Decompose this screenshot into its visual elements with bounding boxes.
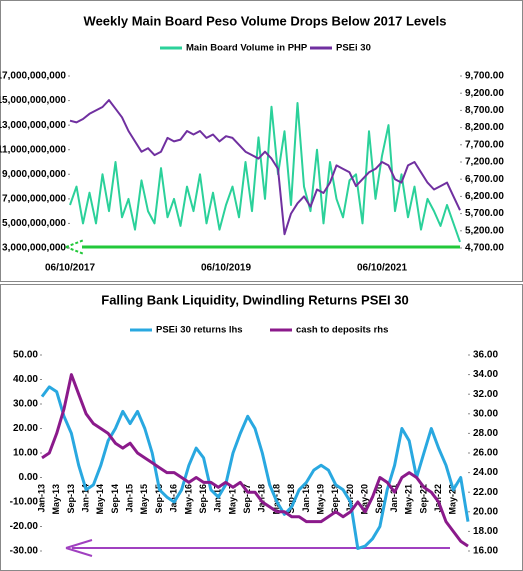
x-tick-label: May-21 bbox=[404, 484, 414, 515]
y2-tick-label: 24.00 bbox=[473, 467, 498, 478]
x-tick-label: Jan-15 bbox=[125, 484, 135, 513]
x-tick-label: 06/10/2019 bbox=[201, 263, 251, 274]
series-line bbox=[69, 99, 461, 236]
x-tick-label: 06/10/2021 bbox=[357, 263, 407, 274]
y-tick-label: 9,000,000,000 bbox=[2, 169, 66, 180]
arrow-head bbox=[65, 539, 93, 557]
x-tick-label: Sep-20 bbox=[374, 484, 384, 514]
x-tick-label: Sep-16 bbox=[198, 484, 208, 514]
y-tick-label: -10.00 bbox=[10, 497, 39, 508]
panel-border bbox=[0, 284, 523, 571]
x-tick-label: Jan-21 bbox=[389, 484, 399, 513]
x-tick-label: Sep-19 bbox=[330, 484, 340, 514]
y2-tick-label: 34.00 bbox=[473, 369, 498, 380]
legend-label: PSEi 30 bbox=[336, 43, 371, 54]
y-tick-label: 13,000,000,000 bbox=[0, 120, 66, 131]
y-tick-label: 40.00 bbox=[13, 374, 38, 385]
y2-tick-label: 5,200.00 bbox=[465, 225, 504, 236]
y2-tick-label: 30.00 bbox=[473, 408, 498, 419]
x-tick-label: May-17 bbox=[227, 484, 237, 515]
legend-label: Main Board Volume in PHP bbox=[186, 43, 308, 54]
y-tick-label: 0.00 bbox=[19, 472, 39, 483]
y-tick-label: 11,000,000,000 bbox=[0, 144, 66, 155]
y-tick-label: -20.00 bbox=[10, 521, 39, 532]
y2-tick-label: 8,700.00 bbox=[465, 105, 504, 116]
x-tick-label: Jan-18 bbox=[257, 484, 267, 513]
x-tick-label: Jan-16 bbox=[169, 484, 179, 513]
x-tick-label: Sep-17 bbox=[242, 484, 252, 514]
y-tick-label: -30.00 bbox=[10, 546, 39, 557]
y2-tick-label: 9,700.00 bbox=[465, 71, 504, 82]
y-tick-label: 3,000,000,000 bbox=[2, 243, 66, 254]
y2-tick-label: 6,700.00 bbox=[465, 174, 504, 185]
y-tick-label: 15,000,000,000 bbox=[0, 95, 66, 106]
x-tick-label: Sep-14 bbox=[110, 484, 120, 514]
y2-tick-label: 26.00 bbox=[473, 448, 498, 459]
x-tick-label: 06/10/2017 bbox=[45, 263, 95, 274]
x-tick-label: Jan-13 bbox=[36, 484, 46, 513]
y2-tick-label: 20.00 bbox=[473, 506, 498, 517]
y2-tick-label: 16.00 bbox=[473, 546, 498, 557]
y2-tick-label: 7,200.00 bbox=[465, 157, 504, 168]
x-tick-label: Jan-14 bbox=[80, 484, 90, 513]
x-tick-label: May-14 bbox=[95, 484, 105, 515]
arrow-head bbox=[65, 239, 85, 255]
legend-label: cash to deposits rhs bbox=[296, 325, 388, 336]
y2-tick-label: 22.00 bbox=[473, 487, 498, 498]
y-tick-label: 5,000,000,000 bbox=[2, 218, 66, 229]
y2-tick-label: 32.00 bbox=[473, 389, 498, 400]
x-tick-label: May-16 bbox=[183, 484, 193, 515]
chart-title: Falling Bank Liquidity, Dwindling Return… bbox=[101, 292, 408, 307]
series-line bbox=[40, 385, 470, 550]
x-tick-label: May-13 bbox=[51, 484, 61, 515]
y-tick-label: 50.00 bbox=[13, 350, 38, 361]
y2-tick-label: 9,200.00 bbox=[465, 88, 504, 99]
x-tick-label: May-22 bbox=[448, 484, 458, 515]
y2-tick-label: 28.00 bbox=[473, 428, 498, 439]
y2-tick-label: 18.00 bbox=[473, 526, 498, 537]
x-tick-label: Sep-18 bbox=[286, 484, 296, 514]
y-tick-label: 20.00 bbox=[13, 423, 38, 434]
y2-tick-label: 7,700.00 bbox=[465, 139, 504, 150]
x-tick-label: Sep-13 bbox=[66, 484, 76, 514]
y2-tick-label: 36.00 bbox=[473, 350, 498, 361]
y-tick-label: 10.00 bbox=[13, 448, 38, 459]
x-tick-label: Sep-21 bbox=[418, 484, 428, 514]
x-tick-label: May-20 bbox=[360, 484, 370, 515]
x-tick-label: Jan-19 bbox=[301, 484, 311, 513]
x-tick-label: Sep-15 bbox=[154, 484, 164, 514]
y-tick-label: 17,000,000,000 bbox=[0, 71, 66, 82]
y2-tick-label: 6,200.00 bbox=[465, 191, 504, 202]
x-tick-label: May-15 bbox=[139, 484, 149, 515]
legend-label: PSEi 30 returns lhs bbox=[156, 325, 243, 336]
y2-tick-label: 5,700.00 bbox=[465, 208, 504, 219]
y-tick-label: 30.00 bbox=[13, 399, 38, 410]
series-line bbox=[41, 373, 469, 548]
y-tick-label: 7,000,000,000 bbox=[2, 193, 66, 204]
y2-tick-label: 8,200.00 bbox=[465, 122, 504, 133]
series-line bbox=[69, 102, 461, 243]
y2-tick-label: 4,700.00 bbox=[465, 243, 504, 254]
chart-title: Weekly Main Board Peso Volume Drops Belo… bbox=[84, 13, 447, 28]
x-tick-label: Jan-22 bbox=[433, 484, 443, 513]
x-tick-label: May-19 bbox=[315, 484, 325, 515]
